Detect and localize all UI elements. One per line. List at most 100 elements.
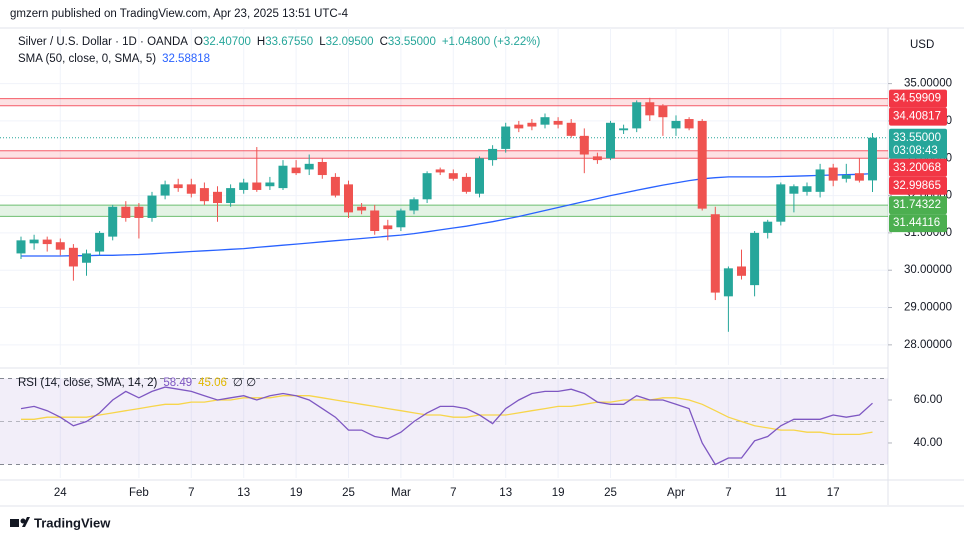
candle-body xyxy=(501,126,511,149)
x-tick-label: 13 xyxy=(237,487,250,499)
candle-body xyxy=(514,124,524,129)
candle-body xyxy=(815,169,825,192)
candle-body xyxy=(592,156,602,161)
candle-body xyxy=(475,158,484,194)
zone xyxy=(0,150,888,159)
rsi-sma-line xyxy=(21,395,873,436)
candle-body xyxy=(723,268,733,297)
header-part: L xyxy=(319,36,326,48)
candle-body xyxy=(527,122,537,127)
candle-body xyxy=(265,182,275,187)
price-label: 33.20068 xyxy=(893,162,941,174)
candle-body xyxy=(199,188,209,202)
x-tick-label: Feb xyxy=(129,487,149,499)
candle-body xyxy=(160,184,170,196)
header-part: 33.55000 xyxy=(388,36,436,48)
candle-body xyxy=(357,206,367,211)
price-label: 34.40817 xyxy=(893,111,941,123)
price-label: 34.59909 xyxy=(893,93,941,105)
candle-body xyxy=(435,169,445,173)
candle-body xyxy=(789,186,799,194)
candle-body xyxy=(750,232,760,286)
candle-body xyxy=(239,182,249,190)
candle-body xyxy=(186,184,196,194)
header-part: O xyxy=(194,36,203,48)
candle-body xyxy=(606,122,615,159)
candle-body xyxy=(370,210,380,232)
candle-body xyxy=(422,173,432,200)
x-tick-label: 19 xyxy=(290,487,303,499)
rsi-empty: ∅ ∅ xyxy=(233,377,256,389)
candle-body xyxy=(697,120,707,209)
x-tick-label: 7 xyxy=(450,487,456,499)
candle-body xyxy=(868,137,877,181)
symbol-header: Silver / U.S. Dollar · 1D · OANDA O32.407… xyxy=(18,36,540,48)
candle-body xyxy=(841,175,851,179)
candle-body xyxy=(566,122,576,136)
candle-body xyxy=(29,239,39,244)
rsi-y-tick-label: 60.00 xyxy=(914,394,943,406)
candle-body xyxy=(658,105,668,118)
candle-body xyxy=(291,167,301,174)
price-label: 32.99865 xyxy=(893,180,941,192)
header-part: 32.09500 xyxy=(326,36,374,48)
candle-body xyxy=(42,239,52,245)
price-label: 33.55000 xyxy=(893,132,941,144)
header-part: 32.40700 xyxy=(203,36,251,48)
sma-value: 32.58818 xyxy=(162,53,210,65)
candle-body xyxy=(632,102,642,129)
y-tick-label: 35.00000 xyxy=(904,78,952,90)
currency[interactable]: USD xyxy=(910,39,934,51)
price-label-box xyxy=(889,214,947,233)
y-tick-label: 28.00000 xyxy=(904,339,952,351)
candle-body xyxy=(16,240,26,254)
candle-body xyxy=(763,221,773,233)
candle-body xyxy=(344,184,353,213)
sma-line xyxy=(21,172,873,257)
x-tick-label: 25 xyxy=(342,487,355,499)
price-label-box xyxy=(889,196,947,215)
zone xyxy=(0,98,888,106)
candle-body xyxy=(409,199,419,211)
rsi-value: 58.49 xyxy=(163,377,192,389)
x-tick-label: Mar xyxy=(391,487,411,499)
y-tick-label: 29.00000 xyxy=(904,302,952,314)
price-label: 31.74322 xyxy=(893,199,941,211)
x-tick-label: Apr xyxy=(667,487,685,499)
candle-body xyxy=(82,253,91,263)
rsi-legend: RSI (14, close, SMA, 14, 2) 58.49 45.06 ∅ ∅ xyxy=(18,377,256,389)
candle-body xyxy=(553,120,563,125)
rsi-name: RSI (14, close, SMA, 14, 2) xyxy=(18,377,158,389)
candle-body xyxy=(95,232,105,252)
candle-body xyxy=(540,117,550,125)
candle-body xyxy=(448,173,458,179)
x-tick-label: 25 xyxy=(604,487,617,499)
header-part: Silver / U.S. Dollar · 1D · OANDA xyxy=(18,36,188,48)
price-label: 03:08:43 xyxy=(893,145,938,157)
candle-body xyxy=(710,214,720,293)
candle-body xyxy=(776,184,786,222)
candle-body xyxy=(802,186,812,192)
x-tick-label: 7 xyxy=(188,487,194,499)
x-tick-label: 7 xyxy=(725,487,731,499)
candle-body xyxy=(671,120,681,129)
candle-body xyxy=(213,191,222,204)
candle-body xyxy=(737,266,746,276)
y-tick-label: 30.00000 xyxy=(904,264,952,276)
candle-body xyxy=(134,206,144,218)
candle-body xyxy=(828,167,838,181)
candle-body xyxy=(488,148,498,161)
x-tick-label: 17 xyxy=(827,487,840,499)
candle-body xyxy=(684,119,694,129)
candle-body xyxy=(108,206,118,237)
candle-body xyxy=(278,165,288,189)
rsi-y-tick-label: 40.00 xyxy=(914,437,943,449)
header-part: H xyxy=(257,36,265,48)
candle-body xyxy=(304,163,314,170)
price-label-box xyxy=(889,158,947,177)
publish-note: gmzern published on TradingView.com, Apr… xyxy=(10,8,349,20)
price-label: 31.44116 xyxy=(893,217,940,229)
rsi-sma-value: 45.06 xyxy=(198,377,227,389)
